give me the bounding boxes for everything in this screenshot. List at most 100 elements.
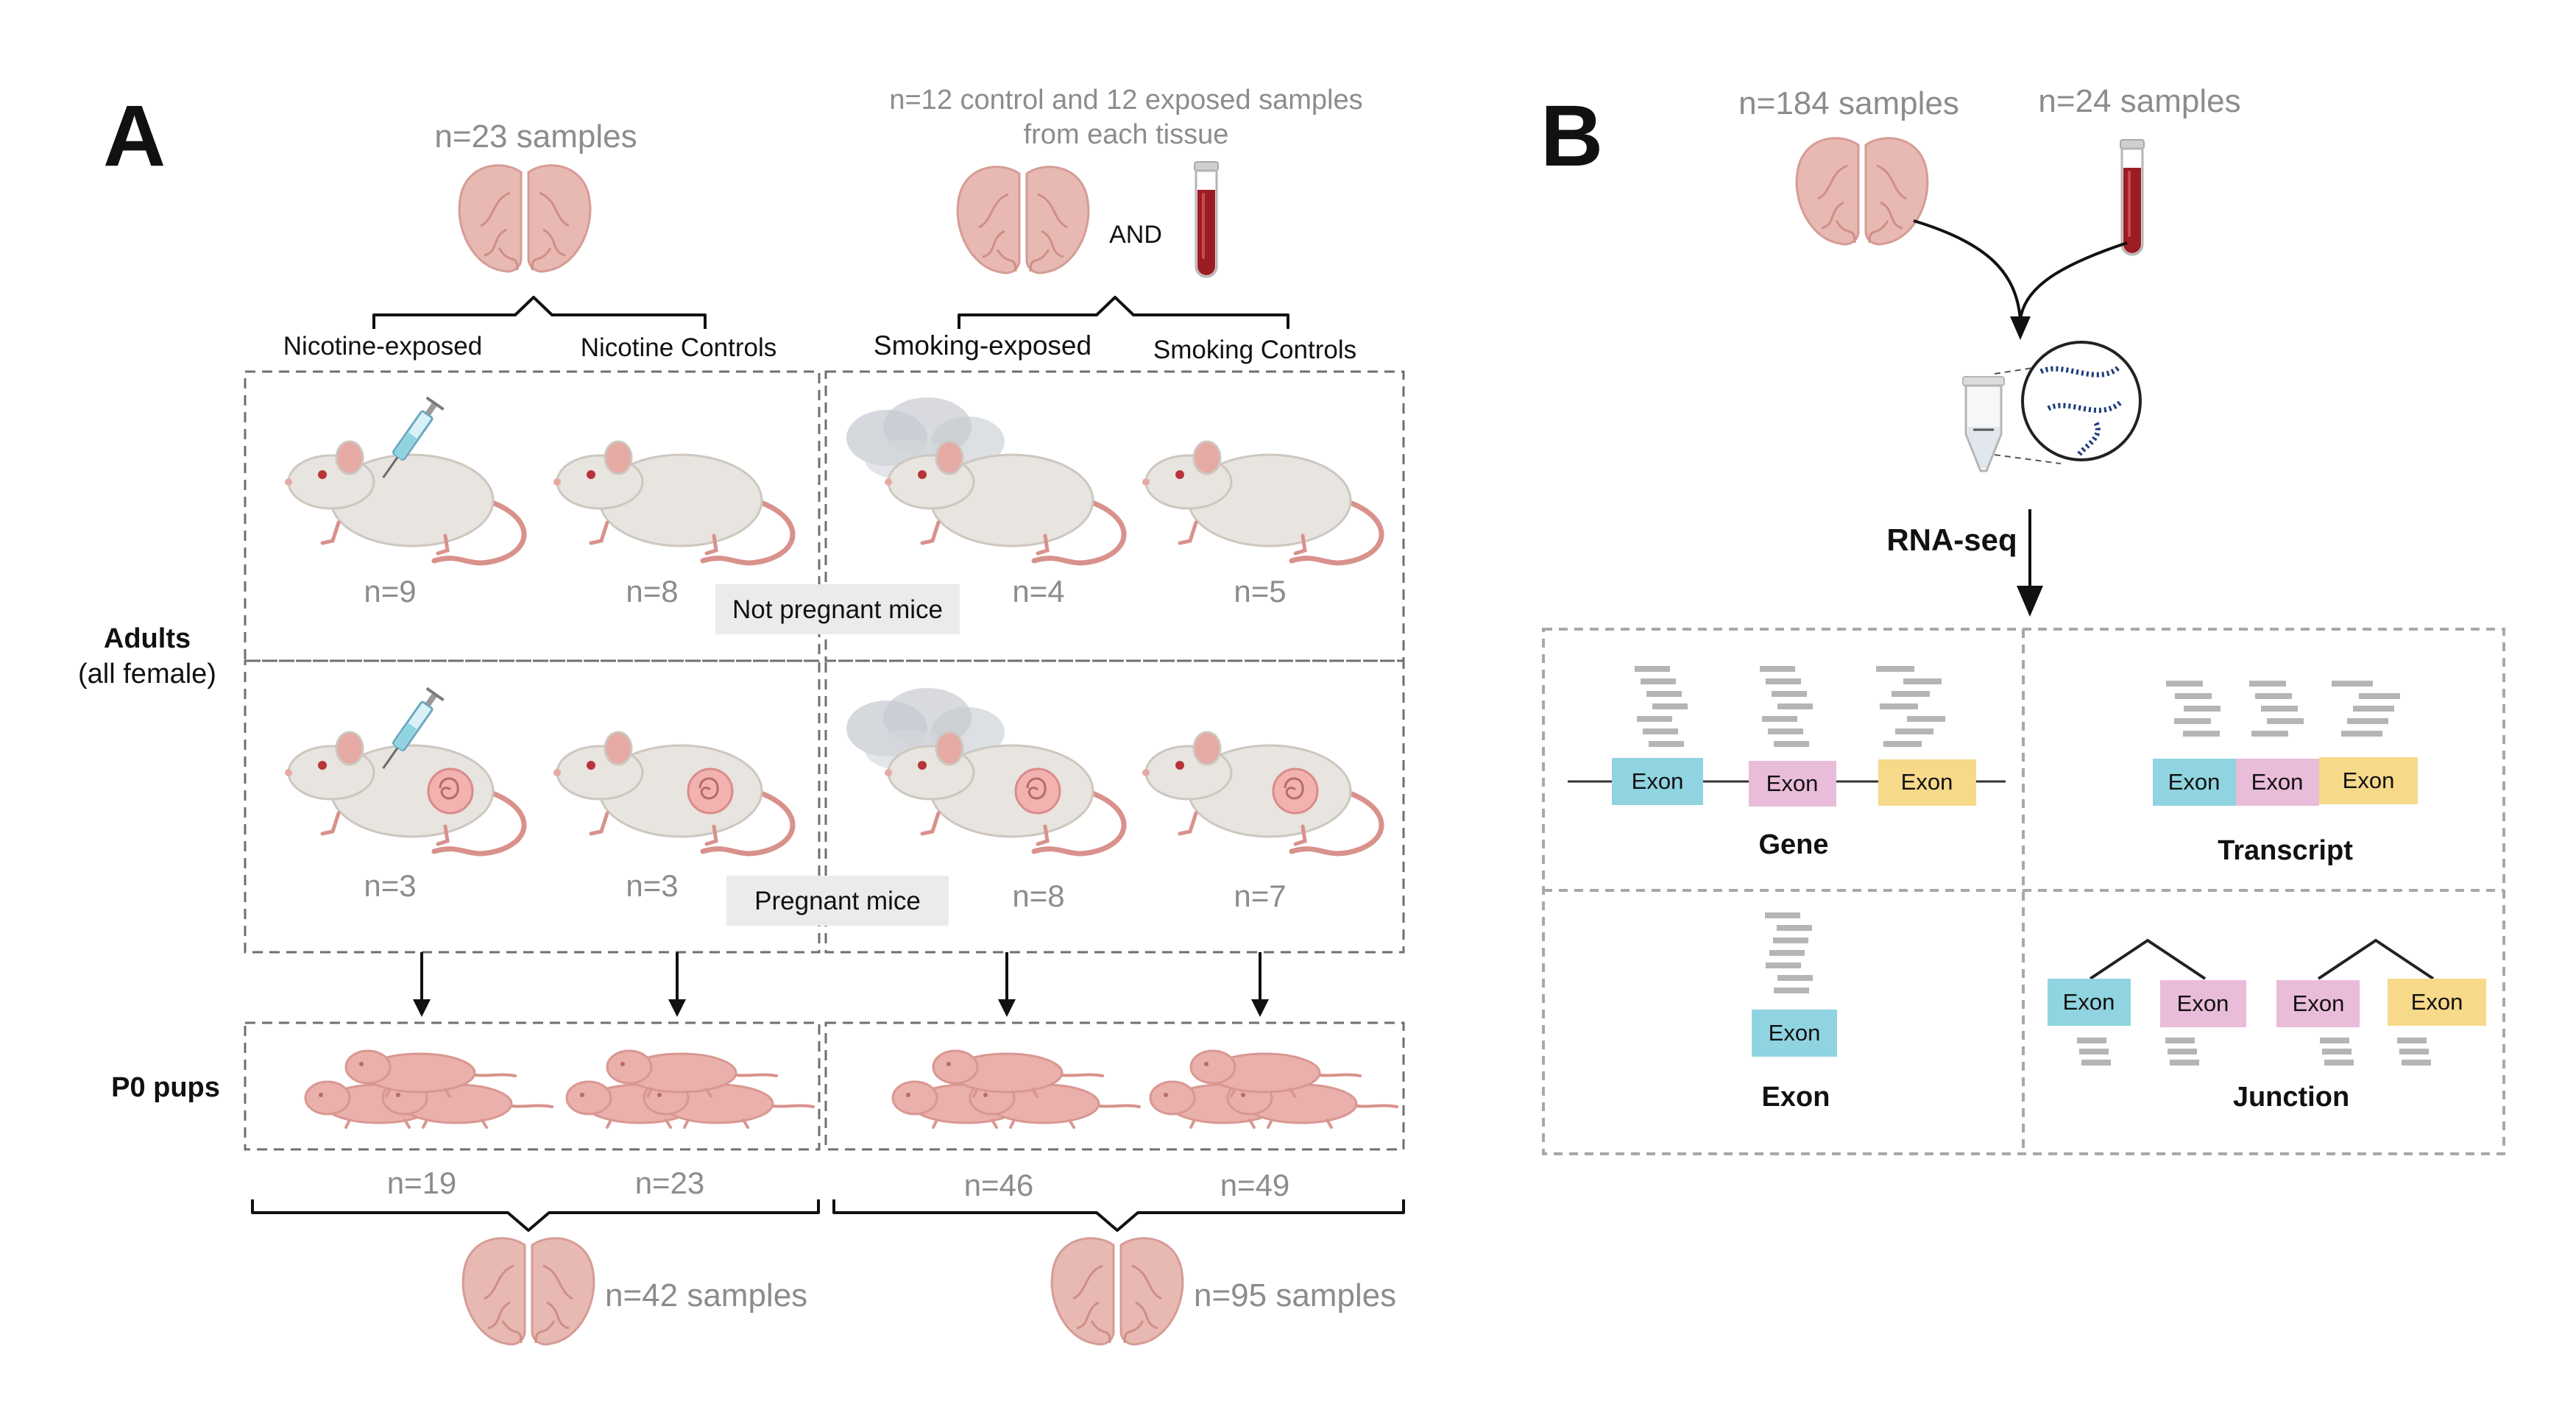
read-bar <box>1892 691 1930 697</box>
exon-box-yellow <box>2319 757 2418 804</box>
brain-icon <box>458 164 592 273</box>
exon-box-blue <box>2048 979 2131 1026</box>
pup-count-smoking-exposed: n=46 <box>964 1168 1034 1202</box>
nicotine-total-count: n=42 samples <box>605 1277 807 1313</box>
exon-box-yellow <box>2388 979 2486 1026</box>
read-bar <box>2166 681 2203 687</box>
brain-sample-count: n=184 samples <box>1738 85 1959 121</box>
brain-icon <box>956 166 1090 274</box>
smoking-pups-box <box>824 1021 1405 1151</box>
exon-box-pink <box>2276 980 2360 1027</box>
arrow-down-icon <box>1251 952 1269 1017</box>
exon-box-blue <box>1752 1010 1837 1057</box>
read-bar <box>2175 693 2212 699</box>
panel-a-letter: A <box>103 88 166 185</box>
read-bar <box>2249 681 2286 687</box>
read-bar <box>1762 716 1797 722</box>
read-bar <box>2353 706 2394 712</box>
read-bar <box>2324 1060 2354 1066</box>
read-bar <box>1649 741 1684 747</box>
read-bar <box>1907 716 1945 722</box>
read-bar <box>2255 693 2292 699</box>
read-bar <box>1637 716 1672 722</box>
zoom-line <box>1994 367 2034 375</box>
pup-icon <box>893 1051 1139 1127</box>
quadrant-label-junction: Junction <box>2233 1082 2349 1113</box>
group-label-nicotine-exposed: Nicotine-exposed <box>283 332 482 361</box>
mouse-icon <box>1142 442 1381 563</box>
row-label-all-female: (all female) <box>78 659 216 689</box>
mouse-icon <box>1142 732 1381 854</box>
brain-icon <box>461 1237 595 1346</box>
read-bar <box>2165 1038 2195 1043</box>
read-bar <box>1768 728 1803 734</box>
smoking-sample-count-line1: n=12 control and 12 exposed samples <box>889 85 1362 116</box>
exon-label: Exon <box>2177 990 2229 1016</box>
read-bar <box>1769 950 1805 956</box>
nicotine-pups-box <box>244 1021 821 1151</box>
exon-label: Exon <box>2063 989 2115 1015</box>
count-nicotine-exposed-not-pregnant: n=9 <box>364 574 416 609</box>
read-bar <box>1646 691 1682 697</box>
exon-box-pink <box>2160 980 2246 1027</box>
read-bar <box>1903 678 1942 684</box>
quadrant-label-gene: Gene <box>1758 829 1828 860</box>
rna-icon <box>2021 341 2142 461</box>
exon-label: Exon <box>1901 769 1953 795</box>
count-smoking-exposed-pregnant: n=8 <box>1012 879 1064 913</box>
merge-arrow-right <box>2019 241 2128 321</box>
read-bar <box>1774 988 1809 993</box>
not-pregnant-label: Not pregnant mice <box>732 595 943 624</box>
read-bar <box>1643 728 1678 734</box>
read-bar <box>1774 741 1809 747</box>
nicotine-adults-box-pregnant <box>244 659 821 954</box>
read-bar <box>2261 706 2298 712</box>
arrow-down-icon <box>2010 316 2031 340</box>
pregnant-label: Pregnant mice <box>754 887 921 915</box>
count-smoking-exposed-not-pregnant: n=4 <box>1012 574 1064 609</box>
count-nicotine-exposed-pregnant: n=3 <box>364 868 416 903</box>
read-bar <box>2359 693 2400 699</box>
not-pregnant-label-bg <box>715 584 960 634</box>
pregnant-label-bg <box>726 876 949 926</box>
panel-b-letter: B <box>1540 88 1603 185</box>
nicotine-pups-brace <box>251 1199 820 1232</box>
nicotine-adults-box-not-pregnant <box>244 370 821 662</box>
read-bar <box>1765 912 1800 918</box>
smoking-adults-box-pregnant <box>824 659 1405 954</box>
pup-icon <box>567 1051 813 1127</box>
arrow-down-icon <box>413 952 431 1017</box>
mouse-icon <box>553 442 793 563</box>
read-bar <box>1760 666 1795 672</box>
exon-box-yellow <box>1878 759 1976 806</box>
exon-box-blue <box>1612 758 1703 805</box>
read-bar <box>2183 731 2220 737</box>
brain-icon <box>1795 137 1929 246</box>
pup-icon <box>1150 1051 1397 1127</box>
exon-box-blue <box>2153 759 2236 806</box>
blood-tube-icon <box>2119 138 2145 256</box>
read-bar <box>1766 678 1801 684</box>
group-label-nicotine-controls: Nicotine Controls <box>581 333 777 362</box>
read-bar <box>1777 975 1813 981</box>
nicotine-sample-count: n=23 samples <box>434 118 637 155</box>
read-bar <box>2347 718 2388 724</box>
embryo-icon <box>427 767 474 815</box>
pup-count-nicotine-controls: n=23 <box>635 1166 705 1200</box>
exon-box-pink <box>1749 761 1836 806</box>
read-bar <box>1876 666 1914 672</box>
count-nicotine-controls-pregnant: n=3 <box>626 868 678 903</box>
row-label-adults: Adults <box>104 623 191 654</box>
merge-arrow-left <box>1913 219 2022 321</box>
read-bar <box>2320 1038 2349 1043</box>
read-bar <box>2267 718 2304 724</box>
read-bar <box>2168 1049 2197 1054</box>
quadrant-label-exon: Exon <box>1762 1082 1830 1113</box>
embryo-icon <box>1014 767 1061 815</box>
read-bar <box>1641 678 1676 684</box>
arrow-down-icon <box>2017 586 2043 617</box>
smoking-sample-count-line2: from each tissue <box>1024 119 1229 150</box>
mouse-icon <box>885 442 1124 563</box>
group-label-smoking-controls: Smoking Controls <box>1153 336 1356 364</box>
